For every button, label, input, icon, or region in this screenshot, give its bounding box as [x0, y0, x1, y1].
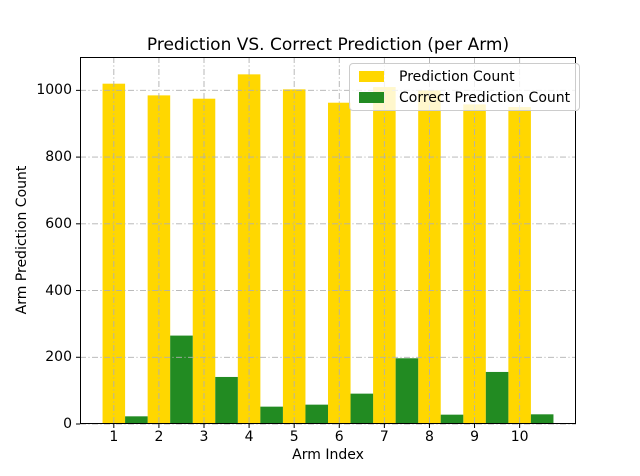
- bar-correct-prediction-arm-10: [530, 414, 554, 424]
- bar-correct-prediction-arm-4: [260, 406, 283, 424]
- xtick-label-8: 8: [424, 429, 434, 445]
- axes-spines: [80, 57, 576, 424]
- chart-title: Prediction VS. Correct Prediction (per A…: [146, 35, 510, 55]
- xtick-label-10: 10: [510, 429, 529, 445]
- legend-swatch-prediction-count: [359, 71, 384, 82]
- bar-correct-prediction-arm-7: [395, 358, 419, 424]
- ytick-label-1000: 1000: [36, 82, 72, 99]
- legend-item-prediction-count: Prediction Count: [359, 68, 570, 85]
- ytick-label-800: 800: [45, 149, 72, 166]
- bar-prediction-arm-7: [373, 87, 396, 424]
- xtick-label-4: 4: [244, 429, 254, 445]
- bar-correct-prediction-arm-8: [440, 414, 464, 424]
- bar-correct-prediction-arm-5: [305, 404, 328, 424]
- legend-item-correct-prediction-count: Correct Prediction Count: [359, 89, 570, 106]
- xtick-label-2: 2: [154, 429, 164, 445]
- bar-correct-prediction-arm-3: [215, 376, 238, 424]
- xtick-label-6: 6: [334, 429, 344, 445]
- ytick-label-400: 400: [45, 282, 72, 299]
- bar-correct-prediction-arm-9: [485, 371, 509, 424]
- bar-prediction-arm-8: [418, 90, 441, 425]
- legend: Prediction Count Correct Prediction Coun…: [349, 63, 581, 111]
- x-axis-label: Arm Index: [292, 447, 364, 463]
- legend-label-correct-prediction-count: Correct Prediction Count: [399, 89, 571, 106]
- ytick-label-200: 200: [45, 349, 72, 366]
- xtick-label-7: 7: [379, 429, 389, 445]
- bar-prediction-arm-2: [147, 95, 171, 425]
- ytick-label-0: 0: [63, 416, 72, 432]
- xtick-label-9: 9: [470, 429, 479, 445]
- xtick-label-5: 5: [289, 429, 299, 445]
- y-axis-label: Arm Prediction Count: [14, 165, 30, 315]
- bar-prediction-arm-5: [282, 89, 306, 425]
- bar-correct-prediction-arm-1: [125, 416, 148, 424]
- xtick-label-1: 1: [109, 429, 119, 445]
- xtick-label-3: 3: [199, 429, 209, 445]
- ytick-label-600: 600: [45, 215, 72, 232]
- bar-correct-prediction-arm-2: [170, 335, 193, 424]
- bar-correct-prediction-arm-6: [350, 393, 374, 424]
- legend-label-prediction-count: Prediction Count: [399, 68, 515, 85]
- legend-swatch-correct-prediction-count: [359, 92, 384, 103]
